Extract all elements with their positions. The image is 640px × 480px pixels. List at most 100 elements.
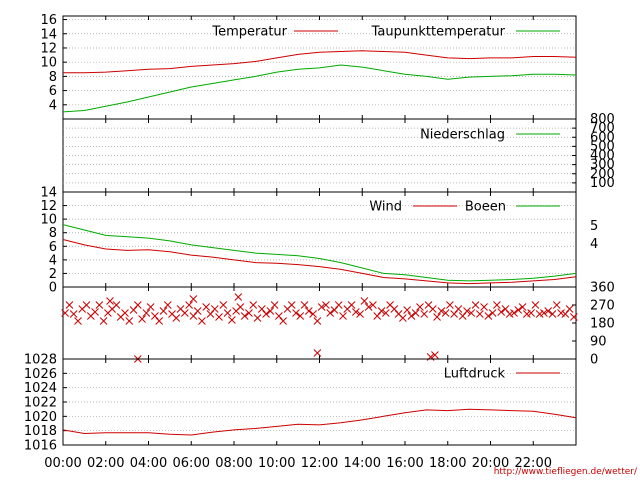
wind-direction-point bbox=[514, 306, 523, 314]
y-tick-label: 14 bbox=[40, 27, 57, 42]
series-line-wind bbox=[62, 239, 577, 285]
y-tick-label: 12 bbox=[40, 41, 57, 56]
legend-label: Temperatur bbox=[211, 25, 287, 40]
wind-direction-point bbox=[565, 305, 574, 313]
wind-direction-point bbox=[475, 310, 484, 318]
wind-direction-point bbox=[215, 313, 223, 321]
legend-label: Luftdruck bbox=[444, 367, 506, 382]
wind-direction-point bbox=[570, 313, 578, 321]
y2-tick-label: 500 bbox=[590, 139, 615, 154]
y-tick-label: 1026 bbox=[24, 367, 57, 382]
wind-direction-point bbox=[133, 301, 142, 309]
y2-tick-label: 0 bbox=[590, 353, 598, 368]
y-tick-label: 2 bbox=[49, 267, 57, 282]
x-tick-label: 12:00 bbox=[301, 456, 338, 471]
wind-direction-point bbox=[193, 307, 202, 315]
y2-tick-label: 800 bbox=[590, 112, 615, 127]
wind-direction-point bbox=[431, 351, 439, 359]
legend-label: Wind bbox=[369, 200, 402, 215]
wind-direction-point bbox=[471, 301, 480, 309]
y-tick-label: 6 bbox=[49, 84, 57, 99]
wind-direction-point bbox=[326, 309, 335, 317]
series-line-luftdruck bbox=[62, 408, 577, 436]
wind-direction-point bbox=[548, 310, 557, 318]
x-tick-label: 02:00 bbox=[87, 456, 124, 471]
wind-direction-point bbox=[99, 317, 108, 325]
legend-label: Niederschlag bbox=[420, 128, 505, 143]
series-line-temperatur bbox=[63, 50, 577, 74]
y2-tick-label: 600 bbox=[590, 130, 615, 145]
y-tick-label: 8 bbox=[49, 226, 57, 241]
x-tick-label: 20:00 bbox=[472, 456, 509, 471]
wind-direction-point bbox=[146, 303, 155, 311]
y-tick-label: 10 bbox=[40, 213, 57, 228]
wind-direction-point bbox=[245, 309, 253, 317]
wind-direction-point bbox=[223, 309, 232, 317]
wind-direction-point bbox=[74, 317, 82, 325]
wind-direction-point bbox=[373, 312, 382, 320]
wind-direction-point bbox=[91, 308, 99, 316]
wind-direction-point bbox=[189, 312, 198, 320]
wind-direction-point bbox=[527, 309, 535, 317]
x-tick-label: 00:00 bbox=[44, 456, 81, 471]
wind-direction-point bbox=[540, 309, 548, 317]
wind-direction-point bbox=[163, 301, 172, 309]
y-tick-label: 12 bbox=[40, 199, 57, 214]
wind-direction-point bbox=[121, 309, 129, 317]
wind-direction-point bbox=[407, 312, 416, 320]
wind-direction-point bbox=[236, 303, 245, 311]
wind-direction-point bbox=[339, 312, 347, 320]
wind-direction-point bbox=[484, 312, 493, 320]
x-tick-label: 18:00 bbox=[429, 456, 466, 471]
wind-direction-point bbox=[454, 305, 463, 313]
y2-tick-label: 5 bbox=[590, 219, 598, 234]
wind-direction-point bbox=[172, 314, 181, 322]
wind-direction-point bbox=[309, 310, 317, 318]
legend-label: Taupunkttemperatur bbox=[371, 25, 506, 40]
y2-tick-label: 400 bbox=[590, 149, 615, 164]
y2-tick-label: 700 bbox=[590, 121, 615, 136]
wind-direction-point bbox=[356, 310, 364, 318]
wind-direction-point bbox=[518, 303, 527, 311]
wind-direction-point bbox=[561, 310, 570, 318]
wind-direction-point bbox=[138, 315, 146, 323]
wind-direction-point bbox=[279, 317, 288, 325]
wind-direction-point bbox=[219, 301, 228, 309]
wind-direction-point bbox=[206, 310, 215, 318]
wind-direction-point bbox=[82, 301, 91, 309]
wind-direction-point bbox=[493, 301, 501, 309]
x-tick-label: 22:00 bbox=[515, 456, 552, 471]
wind-direction-point bbox=[155, 317, 164, 325]
wind-direction-point bbox=[65, 301, 74, 309]
wind-direction-point bbox=[185, 301, 193, 309]
wind-direction-point bbox=[202, 303, 211, 311]
wind-direction-point bbox=[330, 306, 339, 314]
y-tick-label: 1020 bbox=[24, 410, 57, 425]
wind-direction-point bbox=[411, 309, 420, 317]
y2-tick-label: 270 bbox=[590, 299, 615, 314]
y-tick-label: 0 bbox=[49, 281, 57, 296]
y-tick-label: 1018 bbox=[24, 424, 57, 439]
wind-direction-point bbox=[544, 307, 553, 315]
y-tick-label: 8 bbox=[49, 70, 57, 85]
wind-direction-point bbox=[287, 301, 296, 309]
series-line-taupunkttemperatur bbox=[62, 64, 577, 113]
wind-direction-point bbox=[416, 303, 424, 311]
wind-direction-point bbox=[369, 301, 377, 309]
y2-tick-label: 300 bbox=[590, 158, 615, 173]
wind-direction-point bbox=[69, 310, 78, 318]
wind-direction-point bbox=[351, 308, 360, 316]
wind-direction-point bbox=[501, 305, 510, 313]
x-tick-label: 14:00 bbox=[344, 456, 381, 471]
legend-label: Boeen bbox=[465, 200, 506, 215]
wind-direction-point bbox=[313, 349, 322, 357]
x-tick-label: 06:00 bbox=[173, 456, 210, 471]
wind-direction-point bbox=[458, 312, 467, 320]
y2-tick-label: 360 bbox=[590, 281, 615, 296]
y-tick-label: 1016 bbox=[24, 439, 57, 454]
wind-direction-point bbox=[403, 306, 411, 314]
wind-direction-point bbox=[112, 301, 121, 309]
wind-direction-point bbox=[480, 303, 488, 311]
